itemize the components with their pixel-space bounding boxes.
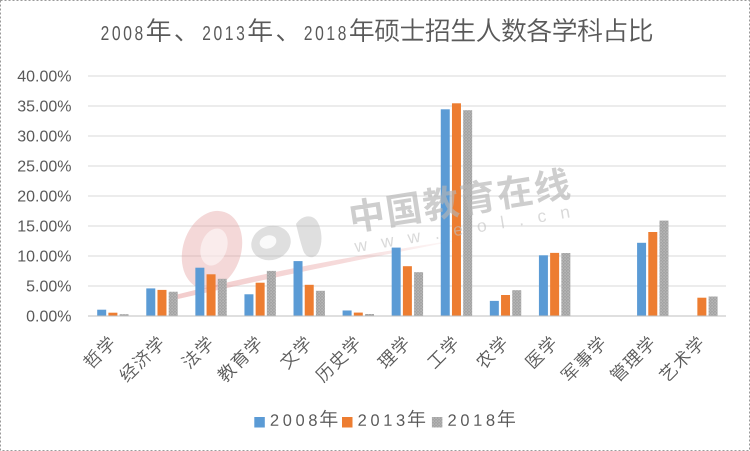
- svg-text:30.00%: 30.00%: [17, 128, 71, 145]
- svg-text:15.00%: 15.00%: [17, 218, 71, 235]
- svg-text:10.00%: 10.00%: [17, 248, 71, 265]
- svg-text:20.00%: 20.00%: [17, 188, 71, 205]
- svg-text:40.00%: 40.00%: [17, 68, 71, 85]
- svg-text:25.00%: 25.00%: [17, 158, 71, 175]
- svg-text:0.00%: 0.00%: [26, 308, 71, 325]
- svg-text:5.00%: 5.00%: [26, 278, 71, 295]
- svg-text:35.00%: 35.00%: [17, 98, 71, 115]
